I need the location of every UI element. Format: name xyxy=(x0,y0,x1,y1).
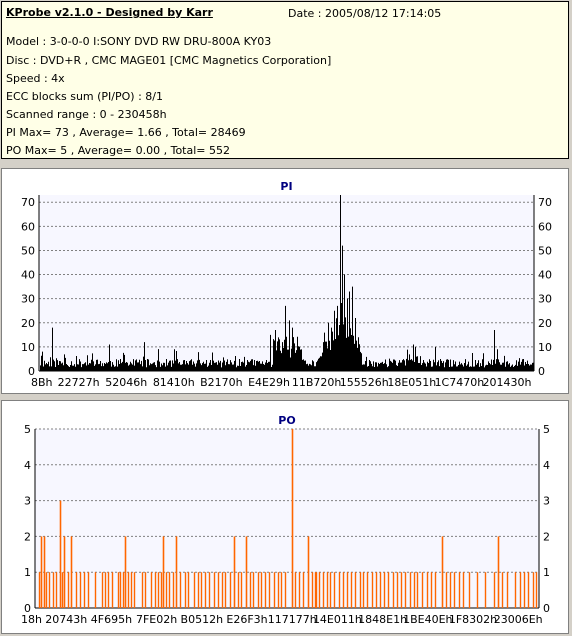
pi-xtick-label: 81410h xyxy=(153,376,195,389)
pi-ytick-label: 70 xyxy=(21,196,35,209)
range-line: Scanned range : 0 - 230458h xyxy=(6,108,167,121)
pi-xtick-label: 1C7470h xyxy=(435,376,485,389)
po-xtick-label: E26F3h xyxy=(226,613,267,626)
pi-ytick-label-right: 50 xyxy=(538,244,552,257)
pi-ytick-label: 60 xyxy=(21,220,35,233)
po-ytick-label: 1 xyxy=(24,566,31,579)
pi-ytick-label: 0 xyxy=(28,365,35,378)
po-ytick-label-right: 4 xyxy=(543,459,550,472)
disc-line: Disc : DVD+R , CMC MAGE01 [CMC Magnetics… xyxy=(6,54,332,67)
po-ytick-label-right: 1 xyxy=(543,566,550,579)
pi-ytick-label-right: 30 xyxy=(538,293,552,306)
pi-xtick-label: E4E29h xyxy=(248,376,290,389)
po-xtick-label: 1F8302h xyxy=(449,613,497,626)
po-chart-panel: 0 0 1 1 2 2 3 3 4 4 5 5 18h 20743h 4F695h 7FE02h B0512h E… xyxy=(1,400,569,634)
pi-summary-line: PI Max= 73 , Average= 1.66 , Total= 2846… xyxy=(6,126,246,139)
po-summary-line: PO Max= 5 , Average= 0.00 , Total= 552 xyxy=(6,144,230,157)
pi-ytick-label-right: 60 xyxy=(538,220,552,233)
po-ytick-label: 3 xyxy=(24,495,31,508)
pi-ytick-label-right: 20 xyxy=(538,317,552,330)
po-xtick-label: 23006Eh xyxy=(494,613,543,626)
pi-ytick-label-right: 70 xyxy=(538,196,552,209)
pi-xtick-label: 155526h xyxy=(340,376,389,389)
po-ytick-label-right: 0 xyxy=(543,602,550,615)
po-xtick-label: 1848E1h xyxy=(358,613,407,626)
pi-ytick-label: 30 xyxy=(21,293,35,306)
po-chart-title: PO xyxy=(278,414,295,427)
app-title: KProbe v2.1.0 - Designed by Karr xyxy=(6,6,213,19)
po-ytick-label-right: 5 xyxy=(543,423,550,436)
pi-chart-title: PI xyxy=(280,180,292,193)
pi-chart: 0 0 10 10 20 20 30 30 40 40 50 50 60 60 70 70 8Bh 22727h 5… xyxy=(21,180,552,389)
po-xtick-label: 7FE02h xyxy=(136,613,177,626)
pi-xtick-label: 18E051h xyxy=(387,376,436,389)
pi-ytick-label-right: 40 xyxy=(538,269,552,282)
po-xtick-label: 1BE40Eh xyxy=(403,613,452,626)
po-xtick-label: B0512h xyxy=(181,613,224,626)
pi-chart-panel: 0 0 10 10 20 20 30 30 40 40 50 50 60 60 70 70 8Bh 22727h 5… xyxy=(1,168,569,394)
pi-ytick-label: 50 xyxy=(21,244,35,257)
pi-xtick-label: B2170h xyxy=(200,376,243,389)
po-xtick-label: 20743h xyxy=(45,613,87,626)
pi-ytick-label: 40 xyxy=(21,269,35,282)
po-xtick-label: 18h xyxy=(21,613,42,626)
pi-xtick-label: 201430h xyxy=(483,376,532,389)
po-xtick-label: 4F695h xyxy=(91,613,132,626)
po-ytick-label: 4 xyxy=(24,459,31,472)
pi-ytick-label: 20 xyxy=(21,317,35,330)
speed-line: Speed : 4x xyxy=(6,72,65,85)
po-ytick-label: 0 xyxy=(24,602,31,615)
po-xtick-label: 117177h xyxy=(268,613,317,626)
scan-date: Date : 2005/08/12 17:14:05 xyxy=(288,7,442,20)
pi-xtick-label: 11B720h xyxy=(292,376,342,389)
pi-ytick-label-right: 10 xyxy=(538,341,552,354)
model-line: Model : 3-0-0-0 I:SONY DVD RW DRU-800A K… xyxy=(6,35,272,48)
po-ytick-label-right: 3 xyxy=(543,495,550,508)
pi-xtick-label: 52046h xyxy=(105,376,147,389)
pi-xtick-label: 8Bh xyxy=(31,376,53,389)
info-panel: KProbe v2.1.0 - Designed by Karr Date : … xyxy=(1,1,569,159)
po-xtick-label: 14E011h xyxy=(313,613,362,626)
po-ytick-label-right: 2 xyxy=(543,530,550,543)
pi-ytick-label-right: 0 xyxy=(538,365,545,378)
po-chart: 0 0 1 1 2 2 3 3 4 4 5 5 18h 20743h 4F695h 7FE02h B0512h E… xyxy=(21,414,550,626)
pi-xtick-label: 22727h xyxy=(58,376,100,389)
ecc-line: ECC blocks sum (PI/PO) : 8/1 xyxy=(6,90,163,103)
po-ytick-label: 5 xyxy=(24,423,31,436)
po-ytick-label: 2 xyxy=(24,530,31,543)
pi-ytick-label: 10 xyxy=(21,341,35,354)
